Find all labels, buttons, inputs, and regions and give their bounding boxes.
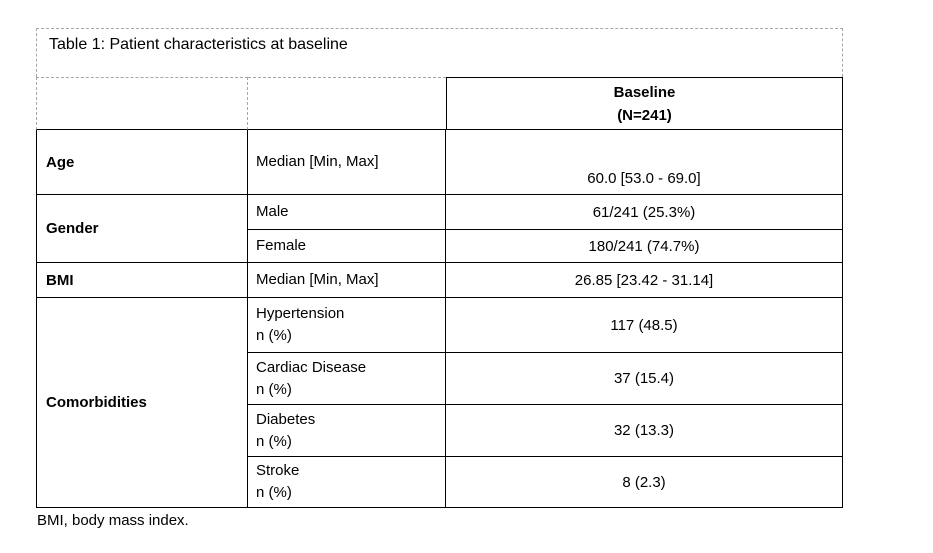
table-title-box: Table 1: Patient characteristics at base… [36,28,843,77]
comorbidity-stroke-label: Stroke n (%) [248,457,446,508]
comorbidity-cardiac-disease-label: Cardiac Disease n (%) [248,353,446,405]
category-comorbidities: Comorbidities [36,298,248,508]
document-page: Table 1: Patient characteristics at base… [36,28,843,529]
header-cell-baseline: Baseline (N=241) [446,77,843,130]
comorbidity-diabetes-label: Diabetes n (%) [248,405,446,457]
gender-male-label: Male [248,195,446,230]
category-gender: Gender [36,195,248,263]
comorbidity-hypertension-label: Hypertension n (%) [248,298,446,353]
header-cell-statistic-empty [248,77,446,130]
age-statistic-label: Median [Min, Max] [248,130,446,195]
comorbidity-stroke-value: 8 (2.3) [446,457,843,508]
header-cell-category-empty [36,77,248,130]
table-footnote: BMI, body mass index. [37,512,189,529]
category-age: Age [36,130,248,195]
comorbidity-hypertension-value: 117 (48.5) [446,298,843,353]
patient-characteristics-table: Baseline (N=241) Age Median [Min, Max] 6… [36,77,843,508]
comorbidity-diabetes-value: 32 (13.3) [446,405,843,457]
gender-female-label: Female [248,230,446,263]
table-title: Table 1: Patient characteristics at base… [49,36,348,53]
comorbidity-cardiac-disease-value: 37 (15.4) [446,353,843,405]
bmi-statistic-label: Median [Min, Max] [248,263,446,298]
bmi-value: 26.85 [23.42 - 31.14] [446,263,843,298]
gender-female-value: 180/241 (74.7%) [446,230,843,263]
gender-male-value: 61/241 (25.3%) [446,195,843,230]
category-bmi: BMI [36,263,248,298]
age-value: 60.0 [53.0 - 69.0] [446,130,843,195]
